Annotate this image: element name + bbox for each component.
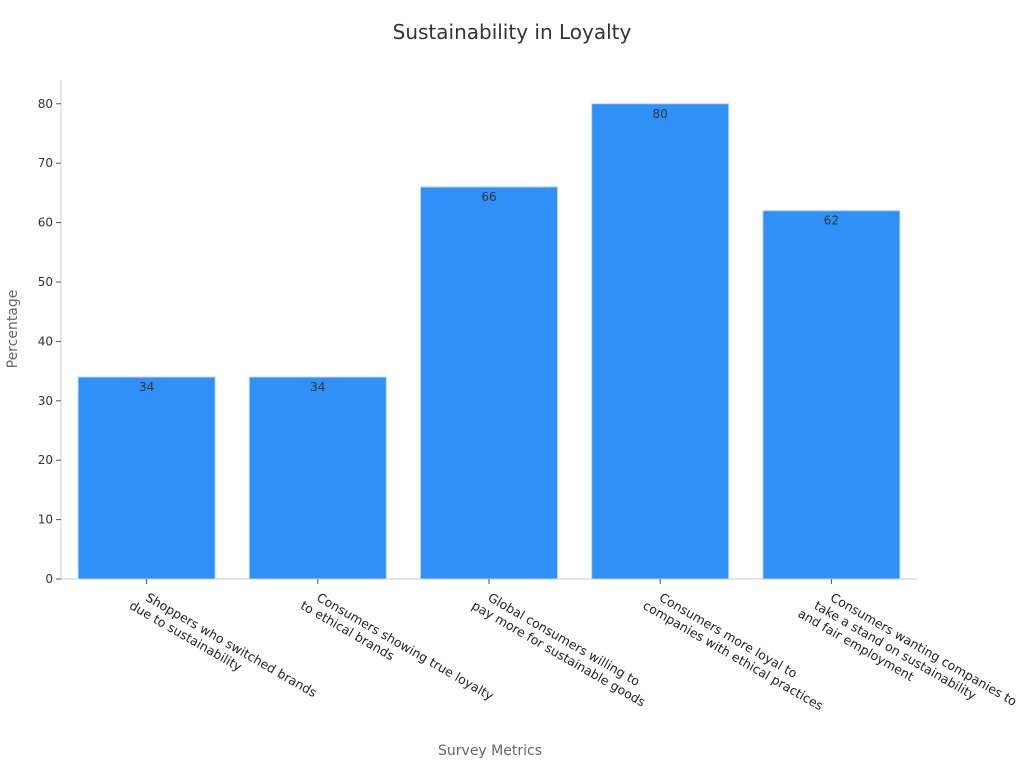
data-label: 66 bbox=[481, 190, 496, 204]
y-axis: 0 10 20 30 40 50 60 70 80 bbox=[38, 80, 62, 586]
x-tick-label-line: take a stand on sustainability bbox=[812, 598, 980, 703]
data-label: 80 bbox=[653, 107, 668, 121]
y-tick-label: 30 bbox=[38, 394, 53, 408]
bar bbox=[591, 103, 730, 580]
y-tick-label: 60 bbox=[38, 216, 53, 230]
x-tick-label: Shoppers who switched brandsdue to susta… bbox=[127, 585, 320, 714]
x-tick-label-line: pay more for sustainable goods bbox=[469, 598, 648, 710]
x-tick-label-line: Global consumers willing to bbox=[486, 590, 643, 689]
y-tick-label: 80 bbox=[38, 97, 53, 111]
x-tick-label: Consumers more loyal tocompanies with et… bbox=[641, 585, 834, 714]
bar bbox=[420, 186, 558, 580]
y-tick-label: 50 bbox=[38, 275, 53, 289]
y-axis-title: Percentage bbox=[5, 290, 21, 369]
x-axis-title: Survey Metrics bbox=[438, 743, 542, 759]
x-tick-label: Consumers wanting companies totake a sta… bbox=[796, 580, 1020, 735]
bar bbox=[77, 376, 216, 580]
x-tick-label-line: Consumers showing true loyalty bbox=[314, 590, 496, 704]
chart-title: Sustainability in Loyalty bbox=[392, 20, 632, 44]
y-tick-label: 70 bbox=[38, 156, 53, 170]
x-tick-label: Consumers showing true loyaltyto ethical… bbox=[298, 585, 497, 717]
y-tick-label: 20 bbox=[38, 453, 53, 467]
bars-group: 34 34 66 80 62 bbox=[77, 103, 901, 580]
bar bbox=[762, 210, 901, 580]
data-label: 34 bbox=[310, 380, 325, 394]
data-label: 34 bbox=[139, 380, 154, 394]
y-tick-label: 10 bbox=[38, 513, 53, 527]
x-axis: Shoppers who switched brandsdue to susta… bbox=[61, 578, 1020, 735]
y-tick-label: 0 bbox=[45, 572, 53, 586]
y-tick-label: 40 bbox=[38, 334, 53, 348]
x-tick-label-line: Consumers more loyal to bbox=[657, 590, 800, 681]
data-label: 62 bbox=[824, 214, 839, 228]
bar bbox=[248, 376, 387, 580]
x-tick-label-line: Shoppers who switched brands bbox=[143, 590, 319, 701]
x-tick-label: Global consumers willing topay more for … bbox=[469, 585, 655, 710]
